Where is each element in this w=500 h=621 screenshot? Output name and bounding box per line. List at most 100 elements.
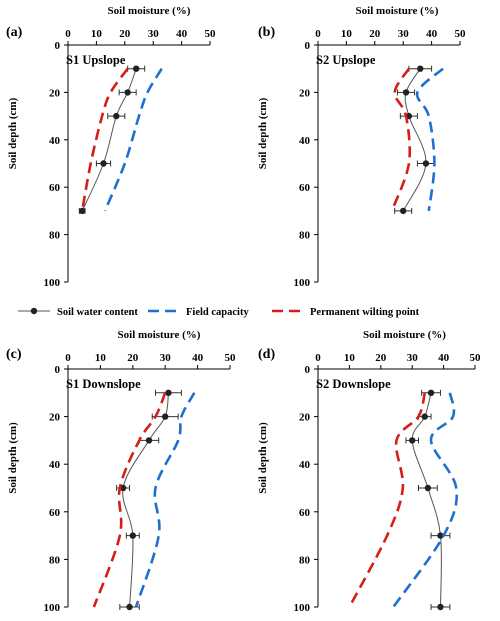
- y-tick-label: 40: [299, 135, 311, 147]
- x-tick-label: 30: [148, 28, 160, 40]
- x-tick-label: 40: [192, 352, 204, 364]
- x-tick-label: 0: [65, 28, 71, 40]
- series-permanent-wilting-point: [80, 67, 129, 212]
- x-tick-label: 30: [398, 28, 410, 40]
- data-point: [422, 160, 430, 167]
- x-tick-label: 0: [315, 28, 321, 40]
- data-point: [129, 532, 136, 539]
- y-tick-label: 40: [49, 135, 61, 147]
- series-permanent-wilting-point: [92, 392, 167, 608]
- series-field-capacity: [103, 68, 163, 212]
- data-point: [132, 65, 140, 72]
- data-point: [402, 89, 410, 96]
- panel-title: S2 Upslope: [316, 53, 376, 67]
- panel-1: (a) Soil moisture (%) Soil depth (cm) 0 10 20…: [6, 5, 216, 289]
- x-tick-label: 10: [91, 28, 103, 40]
- panel-title: S1 Downslope: [66, 377, 141, 391]
- series-field-capacity: [415, 67, 444, 212]
- y-tick-label: 20: [49, 412, 61, 424]
- y-axis-label: Soil depth (cm): [7, 97, 19, 169]
- y-tick-label: 20: [299, 87, 311, 99]
- data-point: [437, 603, 444, 611]
- x-tick-label: 30: [160, 352, 172, 364]
- x-axis-label: Soil moisture (%): [363, 329, 446, 341]
- x-axis-label: Soil moisture (%): [108, 5, 191, 17]
- x-tick-label: 20: [119, 28, 131, 40]
- series-field-capacity: [392, 392, 458, 608]
- legend-swc-label: Soil water content: [57, 307, 138, 318]
- x-tick-label: 10: [341, 28, 353, 40]
- series-soil-water-content: [122, 392, 169, 608]
- y-tick-label: 0: [305, 364, 311, 376]
- data-point: [427, 389, 435, 396]
- y-axis-label: Soil depth (cm): [257, 422, 269, 494]
- x-tick-label: 30: [407, 352, 419, 364]
- y-tick-label: 0: [305, 40, 311, 52]
- panel-2: (b) Soil moisture (%) Soil depth (cm) 0 10 20…: [257, 5, 466, 289]
- legend-swc-marker: [30, 307, 38, 315]
- data-point: [79, 207, 86, 215]
- y-tick-label: 100: [294, 602, 311, 614]
- y-tick-label: 80: [49, 230, 61, 242]
- series-field-capacity: [134, 392, 196, 608]
- y-axis-label: Soil depth (cm): [257, 97, 269, 169]
- y-tick-label: 60: [299, 182, 311, 194]
- x-tick-label: 10: [344, 352, 356, 364]
- y-tick-label: 100: [44, 602, 61, 614]
- x-tick-label: 20: [127, 352, 139, 364]
- x-tick-label: 50: [205, 28, 217, 40]
- panel-label: (d): [258, 347, 275, 362]
- data-point: [124, 89, 131, 96]
- y-tick-label: 80: [299, 230, 311, 242]
- y-tick-label: 100: [294, 277, 311, 289]
- x-tick-label: 0: [315, 352, 321, 364]
- x-tick-label: 10: [95, 352, 107, 364]
- y-tick-label: 20: [49, 87, 61, 99]
- data-point: [421, 413, 428, 420]
- x-tick-label: 40: [426, 28, 438, 40]
- data-point: [437, 532, 444, 539]
- legend-fc-label: Field capacity: [186, 307, 249, 318]
- x-tick-label: 50: [455, 28, 467, 40]
- y-tick-label: 20: [299, 412, 311, 424]
- y-tick-label: 0: [55, 40, 61, 52]
- panel-label: (a): [6, 25, 23, 40]
- y-tick-label: 60: [49, 182, 61, 194]
- y-tick-label: 60: [299, 507, 311, 519]
- data-point: [113, 112, 120, 120]
- x-tick-label: 40: [176, 28, 188, 40]
- y-tick-label: 80: [299, 554, 311, 566]
- data-point: [145, 437, 153, 444]
- data-point: [126, 603, 133, 611]
- y-tick-label: 40: [299, 459, 311, 471]
- y-axis-label: Soil depth (cm): [7, 422, 19, 494]
- x-tick-label: 0: [65, 352, 71, 364]
- panel-title: S2 Downslope: [316, 377, 391, 391]
- y-tick-label: 60: [49, 507, 61, 519]
- panel-label: (c): [6, 347, 22, 362]
- panel-title: S1 Upslope: [66, 53, 126, 67]
- x-tick-label: 40: [438, 352, 450, 364]
- panel-label: (b): [258, 25, 275, 40]
- x-axis-label: Soil moisture (%): [118, 329, 201, 341]
- data-point: [165, 389, 172, 396]
- legend: Soil water content Field capacity Permanen…: [18, 307, 420, 318]
- data-point: [162, 413, 169, 420]
- data-point: [409, 437, 416, 444]
- data-point: [100, 160, 107, 167]
- data-point: [400, 207, 407, 215]
- x-tick-label: 50: [470, 352, 482, 364]
- data-point: [417, 65, 424, 72]
- series-permanent-wilting-point: [348, 392, 427, 608]
- x-axis-label: Soil moisture (%): [356, 5, 439, 17]
- y-tick-label: 80: [49, 554, 61, 566]
- y-tick-label: 40: [49, 459, 61, 471]
- x-tick-label: 20: [369, 28, 381, 40]
- x-tick-label: 20: [375, 352, 387, 364]
- series-permanent-wilting-point: [390, 67, 412, 212]
- panel-3: (c) Soil moisture (%) Soil depth (cm) 0 10 20…: [6, 329, 236, 614]
- legend-pwp-label: Permanent wilting point: [310, 307, 420, 318]
- x-tick-label: 50: [225, 352, 237, 364]
- data-point: [424, 484, 432, 492]
